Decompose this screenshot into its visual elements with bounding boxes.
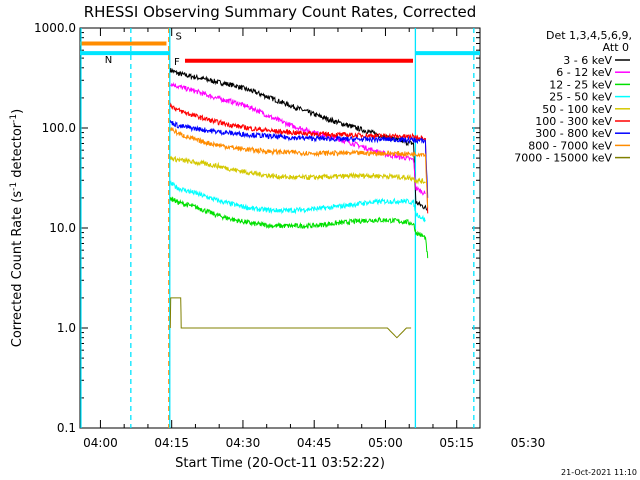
chart-title: RHESSI Observing Summary Count Rates, Co… (84, 3, 477, 21)
x-tick-label: 05:00 (368, 436, 403, 450)
series-line (169, 127, 429, 208)
legend-label: 7000 - 15000 keV (514, 152, 612, 165)
footer-timestamp: 21-Oct-2021 11:10 (561, 468, 637, 477)
series (169, 120, 429, 198)
flag-label: S (175, 31, 181, 42)
event-lines (80, 28, 475, 428)
x-tick-label: 05:15 (439, 436, 474, 450)
series (169, 180, 426, 223)
legend-label: 12 - 25 keV (549, 78, 612, 91)
legend-label: 3 - 6 keV (563, 54, 612, 67)
series-line (169, 196, 429, 259)
series (169, 297, 412, 339)
plot-frame (79, 27, 481, 429)
legend-label: 6 - 12 keV (556, 66, 612, 79)
legend-header-detectors: Det 1,3,4,5,6,9, (546, 29, 632, 42)
series (169, 127, 429, 208)
y-tick-label: 1.0 (57, 321, 76, 335)
legend-label: 100 - 300 keV (535, 115, 612, 128)
legend-header-attenuator: Att 0 (603, 41, 629, 54)
x-tick-label: 04:15 (154, 436, 189, 450)
y-axis-label-sup1: -1 (9, 182, 19, 191)
y-axis-label-main: Corrected Count Rate (s (10, 191, 25, 348)
series (169, 155, 426, 185)
legend-label: 300 - 800 keV (535, 127, 612, 140)
flag-bars: N S F (80, 31, 480, 68)
series-group (169, 68, 429, 339)
y-axis-label-end: ) (10, 109, 25, 114)
series-line (169, 180, 426, 223)
x-tick-label: 04:30 (226, 436, 261, 450)
y-tick-label: 0.1 (57, 421, 76, 435)
series-line (169, 155, 426, 185)
series-line (169, 297, 412, 339)
x-tick-label: 04:45 (297, 436, 332, 450)
y-axis-label: Corrected Count Rate (s-1 detector-1) (9, 109, 25, 347)
y-tick-label: 100.0 (42, 121, 76, 135)
legend-label: 50 - 100 keV (542, 103, 612, 116)
x-axis: 04:00 04:15 04:30 04:45 05:00 05:15 05:30 (83, 28, 545, 450)
y-tick-label: 1000.0 (34, 21, 76, 35)
x-tick-label: 05:30 (511, 436, 546, 450)
legend-label: 800 - 7000 keV (528, 139, 612, 152)
x-tick-label: 04:00 (83, 436, 118, 450)
series (169, 196, 429, 259)
flag-label: N (105, 55, 112, 66)
legend-label: 25 - 50 keV (549, 91, 612, 104)
y-axis-label-sup2: -1 (9, 114, 19, 123)
y-axis-label-mid: detector (10, 122, 25, 182)
x-axis-label: Start Time (20-Oct-11 03:52:22) (175, 456, 385, 471)
series-line (169, 120, 429, 198)
flag-label: F (174, 57, 180, 68)
y-axis: 0.1 1.0 10.0 100.0 1000.0 (34, 21, 480, 435)
y-tick-label: 10.0 (49, 221, 76, 235)
